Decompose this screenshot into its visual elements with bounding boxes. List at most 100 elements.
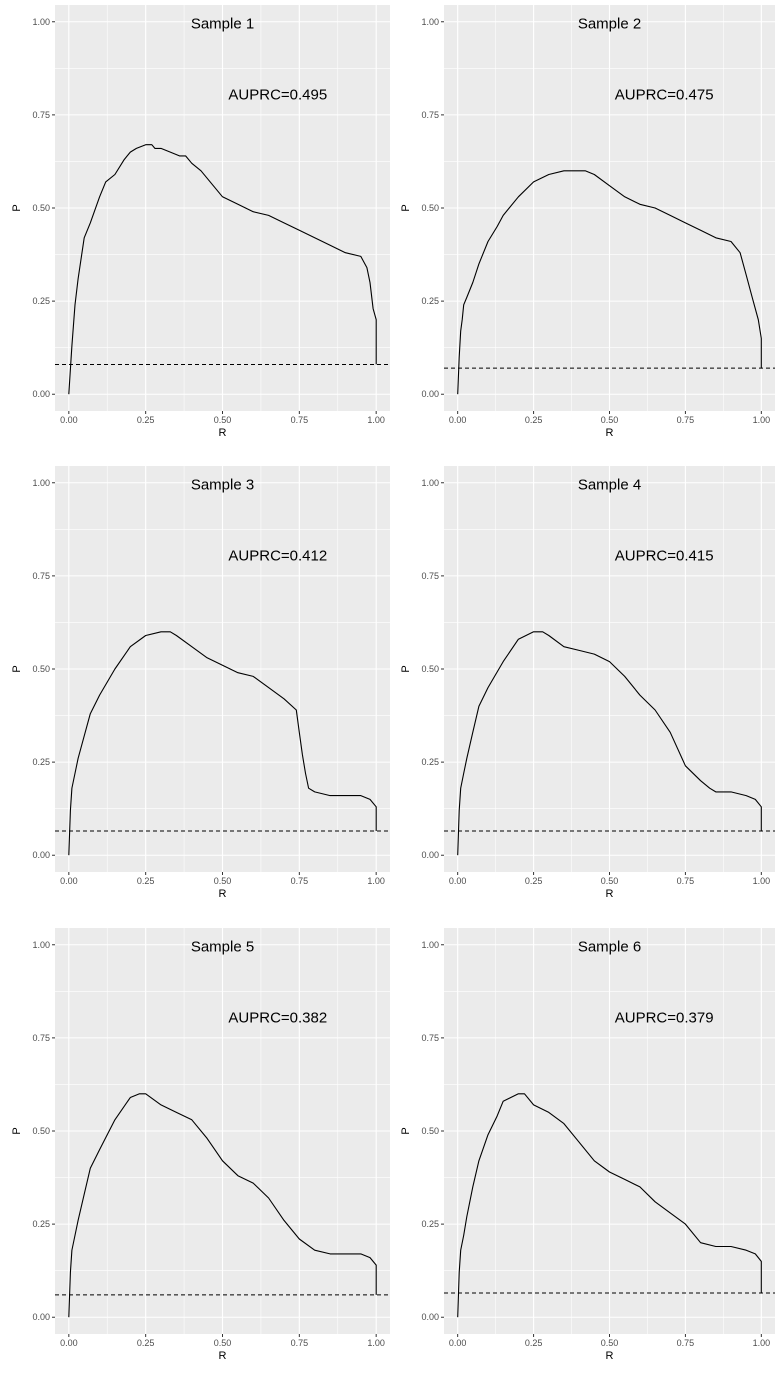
y-axis-title: P [11, 1127, 23, 1134]
sample-label: Sample 5 [191, 939, 254, 956]
auprc-label: AUPRC=0.475 [615, 86, 714, 103]
panel-2: 0.00 0.25 0.50 0.75 1.00 0.00 0.25 0.50 0.75 1.00… [400, 5, 775, 439]
auprc-label: AUPRC=0.379 [615, 1009, 714, 1026]
x-tick-label: 0.00 [60, 415, 78, 425]
y-tick-label: 0.50 [421, 1126, 439, 1136]
y-tick-label: 0.50 [421, 664, 439, 674]
pr-curve [68, 1093, 377, 1318]
y-tick-label: 0.25 [32, 1219, 50, 1229]
x-tick-label: 1.00 [367, 876, 385, 886]
gridlines [444, 5, 775, 411]
y-tick-label: 0.50 [32, 1126, 50, 1136]
y-tick-label: 1.00 [421, 478, 439, 488]
gridlines [55, 5, 390, 411]
x-tick-label: 1.00 [367, 415, 385, 425]
gridlines [444, 466, 775, 872]
x-axis-title: R [219, 427, 227, 439]
x-axis-title: R [606, 888, 614, 900]
auprc-label: AUPRC=0.412 [228, 547, 327, 564]
y-tick-label: 0.00 [32, 850, 50, 860]
y-axis-title: P [11, 665, 23, 672]
x-tick-label: 0.75 [677, 1338, 695, 1348]
auprc-label: AUPRC=0.495 [228, 86, 327, 103]
sample-label: Sample 3 [191, 477, 254, 494]
y-tick-label: 0.25 [421, 1219, 439, 1229]
panel-5: 0.00 0.25 0.50 0.75 1.00 0.00 0.25 0.50 0.75 1.00… [11, 928, 390, 1362]
x-tick-label: 0.50 [601, 1338, 619, 1348]
x-tick-label: 0.25 [525, 876, 543, 886]
sample-label: Sample 2 [578, 16, 641, 33]
x-tick-label: 0.00 [449, 1338, 467, 1348]
y-tick-label: 0.75 [32, 110, 50, 120]
sample-label: Sample 4 [578, 477, 641, 494]
y-tick-label: 1.00 [32, 17, 50, 27]
y-tick-label: 0.00 [32, 389, 50, 399]
x-tick-label: 0.25 [525, 415, 543, 425]
x-tick-label: 1.00 [753, 1338, 771, 1348]
x-tick-label: 0.25 [137, 1338, 155, 1348]
panel-4: 0.00 0.25 0.50 0.75 1.00 0.00 0.25 0.50 0.75 1.00… [400, 466, 775, 900]
pr-curve [457, 170, 762, 395]
y-tick-label: 1.00 [32, 478, 50, 488]
x-tick-label: 0.75 [677, 415, 695, 425]
y-tick-label: 0.75 [32, 571, 50, 581]
y-tick-label: 1.00 [421, 940, 439, 950]
sample-label: Sample 6 [578, 939, 641, 956]
x-tick-label: 0.50 [214, 415, 232, 425]
auprc-label: AUPRC=0.415 [615, 547, 714, 564]
panel-1: 0.00 0.25 0.50 0.75 1.00 0.00 0.25 0.50 0.75 1.00… [11, 5, 390, 439]
y-tick-label: 0.25 [32, 757, 50, 767]
y-tick-label: 0.50 [421, 203, 439, 213]
x-axis-title: R [606, 427, 614, 439]
x-tick-label: 0.25 [137, 876, 155, 886]
y-tick-label: 0.50 [32, 203, 50, 213]
gridlines [55, 928, 390, 1334]
y-tick-label: 0.25 [32, 296, 50, 306]
x-tick-label: 1.00 [753, 876, 771, 886]
y-tick-label: 0.50 [32, 664, 50, 674]
x-tick-label: 1.00 [753, 415, 771, 425]
x-tick-label: 0.50 [214, 1338, 232, 1348]
y-tick-label: 0.75 [421, 571, 439, 581]
y-axis-title: P [400, 1127, 412, 1134]
x-axis-title: R [219, 888, 227, 900]
gridlines [444, 928, 775, 1334]
y-axis-title: P [11, 204, 23, 211]
pr-curve [457, 1093, 762, 1318]
y-axis-title: P [400, 204, 412, 211]
gridlines [55, 466, 390, 872]
y-tick-label: 0.75 [421, 1033, 439, 1043]
x-tick-label: 0.75 [677, 876, 695, 886]
x-tick-label: 0.50 [214, 876, 232, 886]
x-tick-label: 0.25 [525, 1338, 543, 1348]
x-tick-label: 1.00 [367, 1338, 385, 1348]
x-tick-label: 0.75 [291, 415, 309, 425]
y-tick-label: 1.00 [32, 940, 50, 950]
pr-curve [68, 144, 377, 395]
x-tick-label: 0.00 [60, 876, 78, 886]
y-tick-label: 0.75 [421, 110, 439, 120]
x-axis-title: R [606, 1350, 614, 1362]
panel-6: 0.00 0.25 0.50 0.75 1.00 0.00 0.25 0.50 0.75 1.00… [400, 928, 775, 1362]
y-tick-label: 0.25 [421, 296, 439, 306]
x-tick-label: 0.25 [137, 415, 155, 425]
y-tick-label: 0.75 [32, 1033, 50, 1043]
auprc-label: AUPRC=0.382 [228, 1009, 327, 1026]
x-tick-label: 0.00 [449, 415, 467, 425]
pr-curve [457, 631, 762, 856]
x-tick-label: 0.75 [291, 1338, 309, 1348]
y-tick-label: 0.00 [421, 850, 439, 860]
x-tick-label: 0.50 [601, 415, 619, 425]
y-tick-label: 0.25 [421, 757, 439, 767]
x-tick-label: 0.00 [60, 1338, 78, 1348]
panel-3: 0.00 0.25 0.50 0.75 1.00 0.00 0.25 0.50 0.75 1.00… [11, 466, 390, 900]
y-axis-title: P [400, 665, 412, 672]
x-tick-label: 0.75 [291, 876, 309, 886]
pr-curve [68, 631, 377, 856]
y-tick-label: 0.00 [421, 1312, 439, 1322]
y-tick-label: 0.00 [32, 1312, 50, 1322]
y-tick-label: 1.00 [421, 17, 439, 27]
x-tick-label: 0.00 [449, 876, 467, 886]
x-axis-title: R [219, 1350, 227, 1362]
